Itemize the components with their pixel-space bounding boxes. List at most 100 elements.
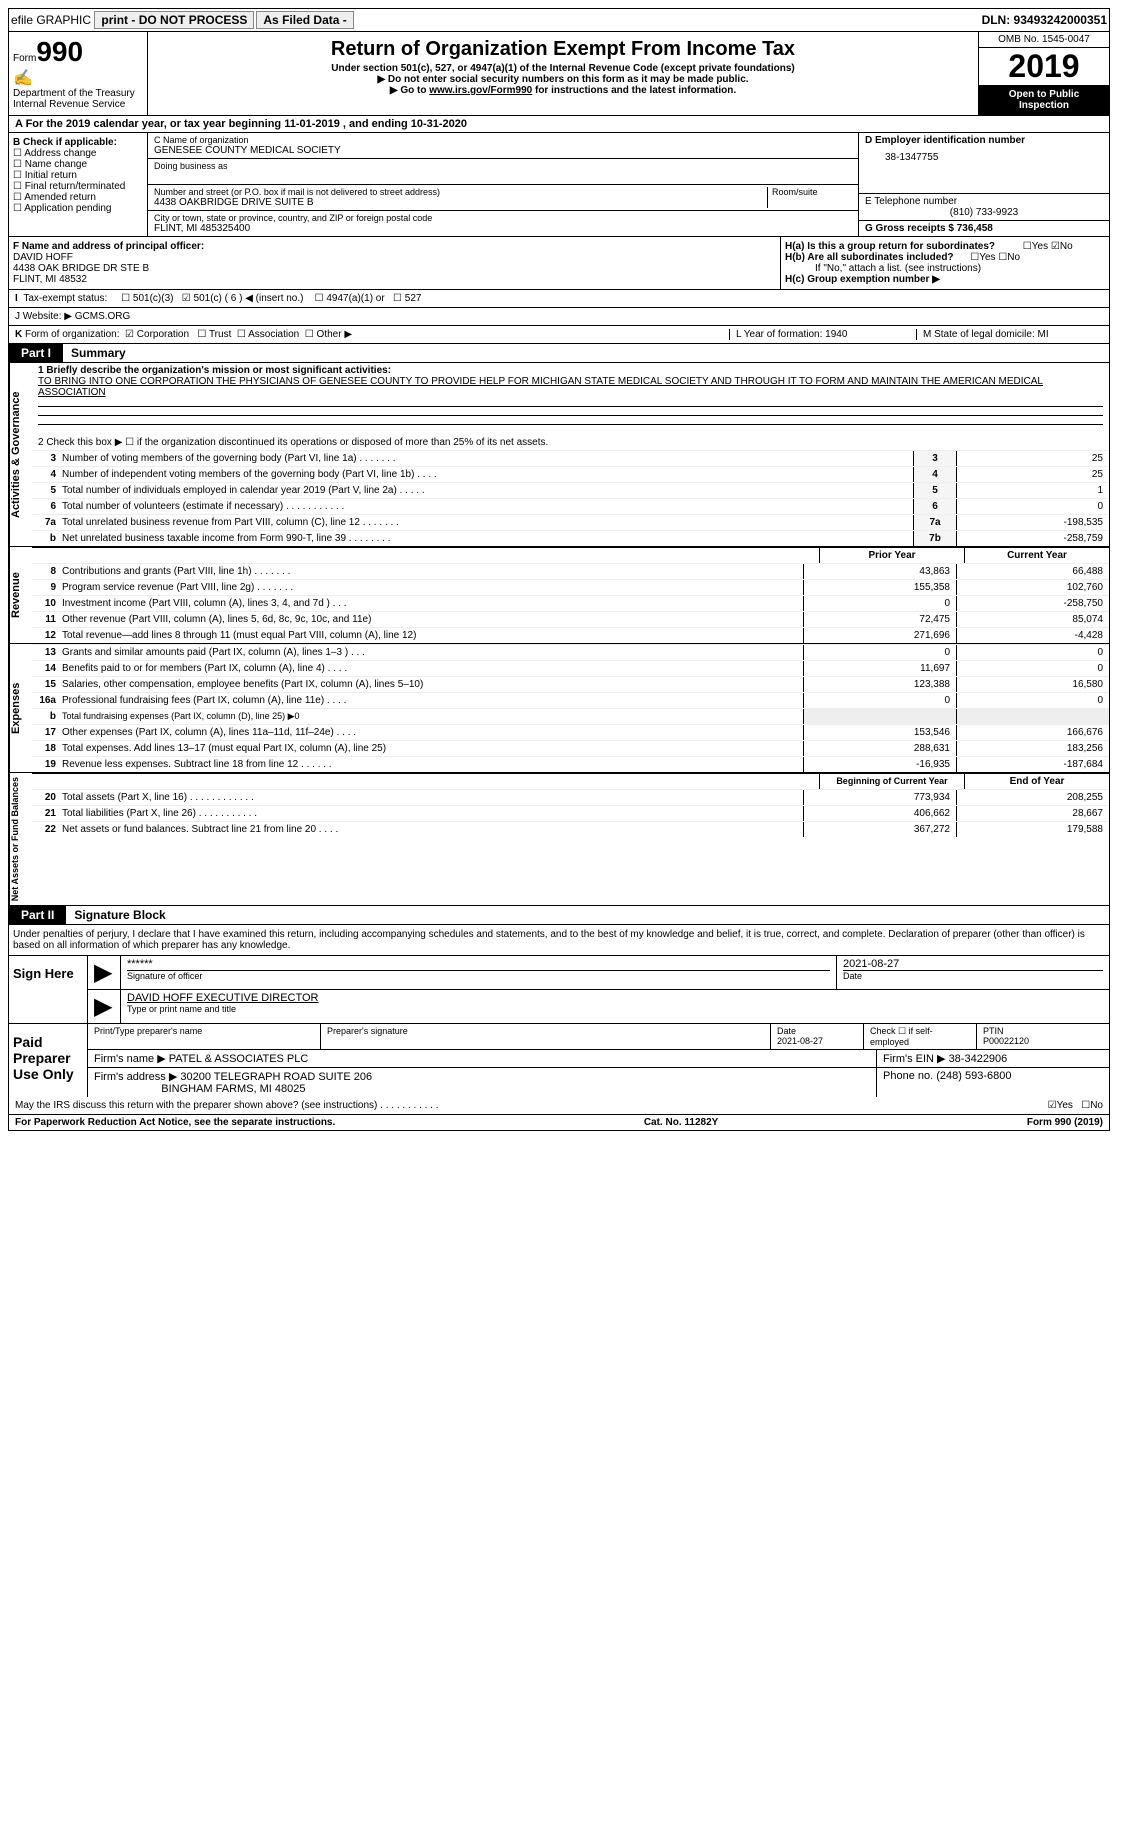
ein-value: 38-1347755 (865, 146, 1103, 163)
room-label: Room/suite (772, 187, 852, 197)
ein-label: D Employer identification number (865, 135, 1103, 146)
part2-tab: Part II (9, 906, 66, 924)
year-header-rev: Prior Year Current Year (32, 547, 1109, 563)
line-15: 15Salaries, other compensation, employee… (32, 676, 1109, 692)
c-name-label: C Name of organization (154, 135, 852, 145)
form-header: Form990 ✍ Department of the Treasury Int… (9, 32, 1109, 116)
tax-year: 2019 (979, 48, 1109, 85)
check-final[interactable]: ☐ Final return/terminated (13, 181, 143, 192)
mission-text: TO BRING INTO ONE CORPORATION THE PHYSIC… (38, 376, 1043, 398)
year-header-net: Beginning of Current Year End of Year (32, 773, 1109, 789)
form-number: 990 (36, 36, 83, 67)
netassets-section: Net Assets or Fund Balances Beginning of… (9, 773, 1109, 906)
line-14: 14Benefits paid to or for members (Part … (32, 660, 1109, 676)
line-5: 5Total number of individuals employed in… (32, 482, 1109, 498)
box-c: C Name of organization GENESEE COUNTY ME… (148, 133, 858, 236)
perjury-statement: Under penalties of perjury, I declare th… (9, 925, 1109, 955)
header-center: Return of Organization Exempt From Incom… (148, 32, 978, 115)
activities-section: Activities & Governance 1 Briefly descri… (9, 363, 1109, 547)
section-b-c-d-e: B Check if applicable: ☐ Address change … (9, 133, 1109, 237)
line-19: 19Revenue less expenses. Subtract line 1… (32, 756, 1109, 772)
hc-label: H(c) Group exemption number ▶ (785, 274, 1105, 285)
form-title: Return of Organization Exempt From Incom… (152, 38, 974, 61)
irs-link[interactable]: www.irs.gov/Form990 (429, 85, 532, 96)
omb-number: OMB No. 1545-0047 (979, 32, 1109, 48)
org-name: GENESEE COUNTY MEDICAL SOCIETY (154, 145, 852, 156)
line-22: 22Net assets or fund balances. Subtract … (32, 821, 1109, 837)
expenses-section: Expenses 13Grants and similar amounts pa… (9, 644, 1109, 773)
header-left: Form990 ✍ Department of the Treasury Int… (9, 32, 148, 115)
asfiled-button[interactable]: As Filed Data - (256, 11, 353, 29)
paid-preparer-block: Paid Preparer Use Only Print/Type prepar… (9, 1023, 1109, 1097)
check-pending[interactable]: ☐ Application pending (13, 203, 143, 214)
header-right: OMB No. 1545-0047 2019 Open to Public In… (978, 32, 1109, 115)
line-18: 18Total expenses. Add lines 13–17 (must … (32, 740, 1109, 756)
sig-date: 2021-08-27 (843, 958, 1103, 970)
date-label: Date (843, 970, 1103, 981)
dln-label: DLN: 93493242000351 (982, 13, 1107, 27)
revenue-section: Revenue Prior Year Current Year 8Contrib… (9, 547, 1109, 644)
line-10: 10Investment income (Part VIII, column (… (32, 595, 1109, 611)
line-16a: 16aProfessional fundraising fees (Part I… (32, 692, 1109, 708)
dba-label: Doing business as (154, 161, 852, 171)
irs-label: Internal Revenue Service (13, 99, 143, 110)
item2: 2 Check this box ▶ ☐ if the organization… (32, 435, 1109, 450)
street-address: 4438 OAKBRIDGE DRIVE SUITE B (154, 197, 767, 208)
line-7a: 7aTotal unrelated business revenue from … (32, 514, 1109, 530)
line-11: 11Other revenue (Part VIII, column (A), … (32, 611, 1109, 627)
officer-name: DAVID HOFF (13, 252, 776, 263)
line-j: J Website: ▶ GCMS.ORG (15, 311, 1103, 322)
line-8: 8Contributions and grants (Part VIII, li… (32, 563, 1109, 579)
line-12: 12Total revenue—add lines 8 through 11 (… (32, 627, 1109, 643)
part2-title: Signature Block (66, 908, 165, 922)
line-6: 6Total number of volunteers (estimate if… (32, 498, 1109, 514)
phone-label: E Telephone number (865, 196, 1103, 207)
sign-here-label: Sign Here (9, 956, 87, 1023)
box-b: B Check if applicable: ☐ Address change … (9, 133, 148, 236)
print-button[interactable]: print - DO NOT PROCESS (94, 11, 254, 29)
addr-label: Number and street (or P.O. box if mail i… (154, 187, 767, 197)
note-link: ▶ Go to www.irs.gov/Form990 for instruct… (152, 85, 974, 96)
line-20: 20Total assets (Part X, line 16) . . . .… (32, 789, 1109, 805)
check-amended[interactable]: ☐ Amended return (13, 192, 143, 203)
discuss-line: May the IRS discuss this return with the… (9, 1097, 1109, 1115)
form-ref: Form 990 (2019) (1027, 1117, 1103, 1128)
line-21: 21Total liabilities (Part X, line 26) . … (32, 805, 1109, 821)
gross-receipts: G Gross receipts $ 736,458 (865, 223, 1103, 234)
part2-header: Part II Signature Block (9, 906, 1109, 925)
sign-here-block: Sign Here ▶ ****** Signature of officer … (9, 955, 1109, 1023)
form-prefix: Form (13, 53, 36, 64)
line-m: M State of legal domicile: MI (916, 329, 1103, 340)
officer-label: F Name and address of principal officer: (13, 241, 776, 252)
sig-officer-label: Signature of officer (127, 970, 830, 981)
hb-note: If "No," attach a list. (see instruction… (785, 263, 1105, 274)
note-ssn: ▶ Do not enter social security numbers o… (152, 74, 974, 85)
box-h: H(a) Is this a group return for subordin… (781, 237, 1109, 289)
line-k: K Form of organization: ☑ Corporation ☐ … (15, 329, 729, 340)
check-address[interactable]: ☐ Address change (13, 148, 143, 159)
check-name[interactable]: ☐ Name change (13, 159, 143, 170)
hb-label: H(b) Are all subordinates included? ☐Yes… (785, 252, 1105, 263)
topbar: efile GRAPHIC print - DO NOT PROCESS As … (9, 9, 1109, 32)
sig-name: DAVID HOFF EXECUTIVE DIRECTOR (127, 992, 1103, 1004)
open-to-public: Open to Public Inspection (979, 85, 1109, 115)
box-b-label: B Check if applicable: (13, 137, 143, 148)
line-9: 9Program service revenue (Part VIII, lin… (32, 579, 1109, 595)
section-f-h: F Name and address of principal officer:… (9, 237, 1109, 290)
cat-no: Cat. No. 11282Y (335, 1117, 1027, 1128)
paperwork-notice: For Paperwork Reduction Act Notice, see … (15, 1117, 335, 1128)
line-j-k-l-m: J Website: ▶ GCMS.ORG (9, 308, 1109, 326)
officer-addr1: 4438 OAK BRIDGE DR STE B (13, 263, 776, 274)
form-990-page: efile GRAPHIC print - DO NOT PROCESS As … (8, 8, 1110, 1131)
box-d-e-g: D Employer identification number 38-1347… (858, 133, 1109, 236)
line-4: 4Number of independent voting members of… (32, 466, 1109, 482)
row-a-tax-year: A For the 2019 calendar year, or tax yea… (9, 116, 1109, 133)
line-3: 3Number of voting members of the governi… (32, 450, 1109, 466)
dept-label: Department of the Treasury (13, 88, 143, 99)
line-7b: bNet unrelated business taxable income f… (32, 530, 1109, 546)
expenses-side-label: Expenses (9, 644, 32, 772)
check-initial[interactable]: ☐ Initial return (13, 170, 143, 181)
netassets-side-label: Net Assets or Fund Balances (9, 773, 32, 905)
line-l: L Year of formation: 1940 (729, 329, 916, 340)
sig-name-label: Type or print name and title (127, 1004, 1103, 1014)
